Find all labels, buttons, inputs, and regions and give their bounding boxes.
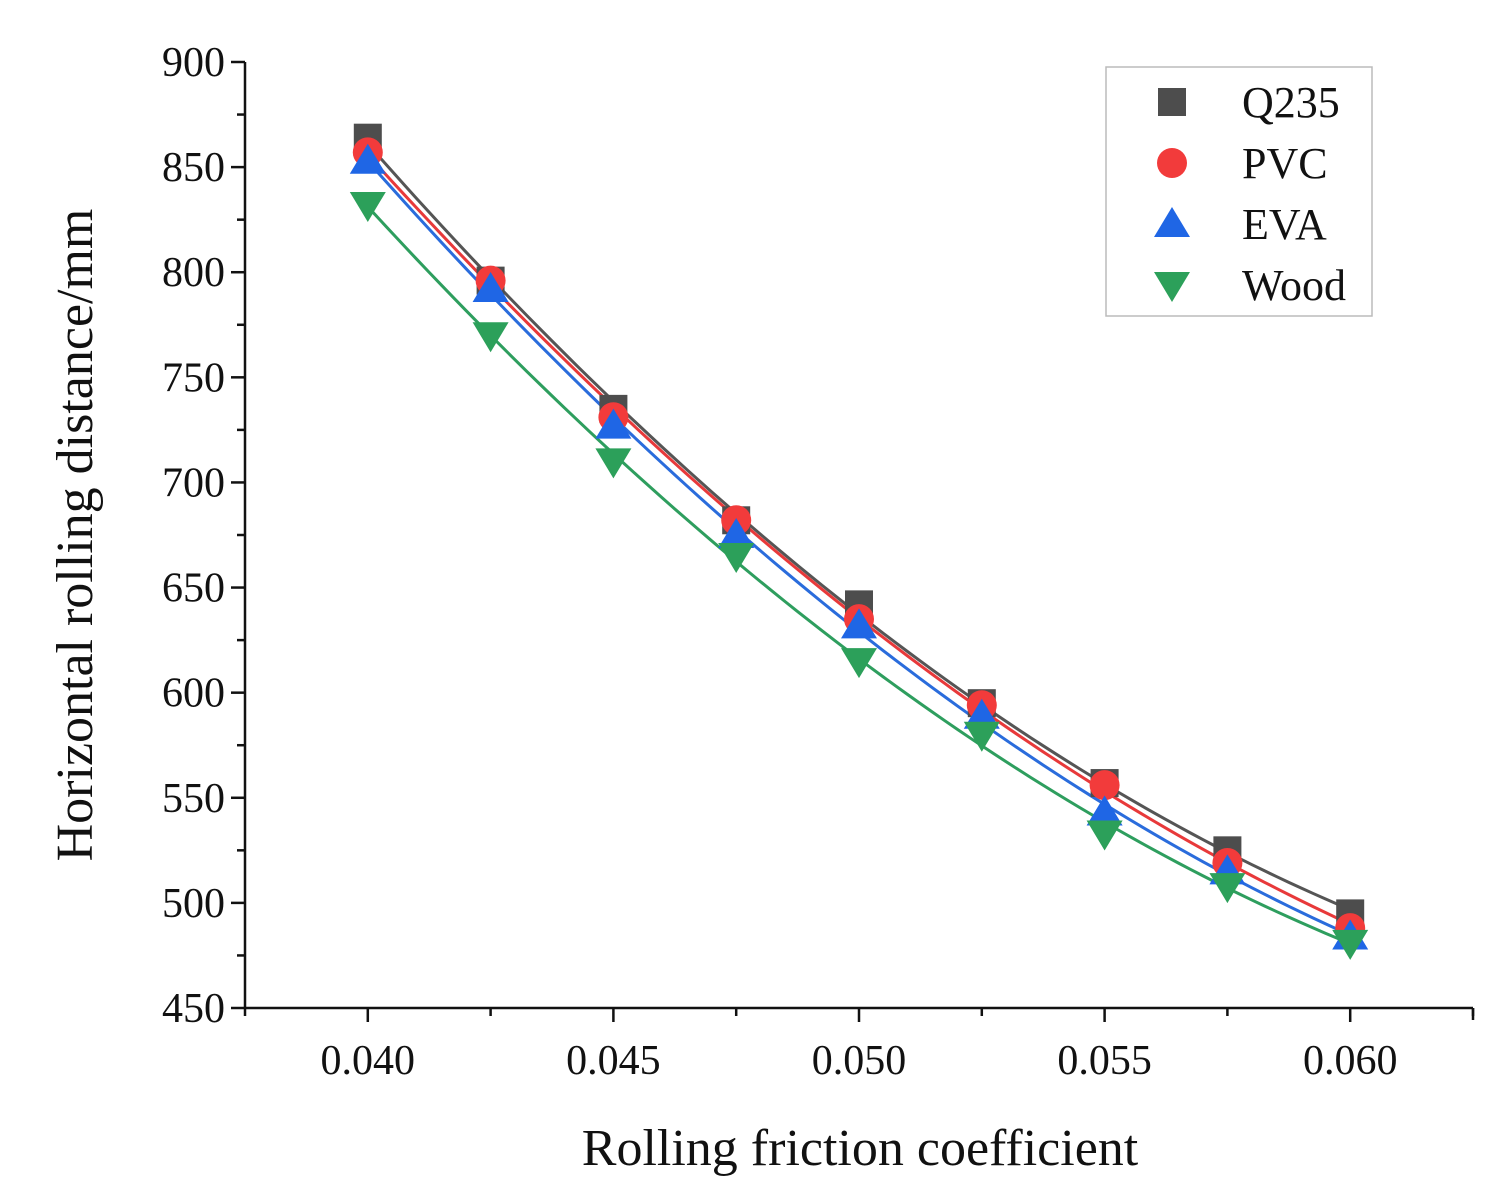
y-tick-label: 850 bbox=[162, 145, 225, 191]
legend-label-q235: Q235 bbox=[1242, 78, 1340, 127]
x-tick-label: 0.050 bbox=[812, 1038, 907, 1084]
legend: Q235 PVC EVA Wood bbox=[1105, 66, 1373, 317]
data-point-eva bbox=[718, 518, 755, 548]
data-point-wood bbox=[718, 543, 755, 574]
data-point-wood bbox=[963, 721, 1000, 752]
x-tick-label: 0.040 bbox=[321, 1038, 416, 1084]
y-tick-label: 450 bbox=[162, 986, 225, 1032]
data-point-wood bbox=[472, 322, 509, 353]
x-tick-label: 0.045 bbox=[566, 1038, 661, 1084]
y-tick-label: 700 bbox=[162, 460, 225, 506]
y-tick-label: 650 bbox=[162, 566, 225, 612]
y-tick-label: 600 bbox=[162, 671, 225, 717]
y-tick-label: 750 bbox=[162, 355, 225, 401]
data-point-wood bbox=[1332, 929, 1369, 960]
legend-label-wood: Wood bbox=[1242, 261, 1346, 310]
data-point-wood bbox=[1086, 820, 1123, 851]
y-tick-label: 500 bbox=[162, 881, 225, 927]
data-point-wood bbox=[349, 191, 386, 222]
data-point-eva bbox=[841, 608, 877, 639]
legend-marker-wood bbox=[1154, 272, 1190, 302]
data-point-eva bbox=[963, 698, 1000, 729]
data-point-eva bbox=[349, 143, 386, 174]
y-axis-title: Horizontal rolling distance/mm bbox=[47, 209, 104, 862]
legend-label-pvc: PVC bbox=[1242, 139, 1328, 188]
legend-marker-pvc bbox=[1157, 148, 1187, 178]
x-tick-label: 0.060 bbox=[1303, 1038, 1398, 1084]
data-point-pvc bbox=[1089, 770, 1120, 801]
data-point-eva bbox=[595, 408, 632, 439]
data-point-eva bbox=[1086, 795, 1123, 826]
data-point-wood bbox=[1209, 873, 1246, 904]
legend-marker-q235 bbox=[1158, 88, 1186, 116]
fit-curve-wood bbox=[366, 205, 1351, 945]
x-axis-title: Rolling friction coefficient bbox=[582, 1120, 1139, 1177]
legend-marker-eva bbox=[1154, 207, 1190, 237]
data-point-eva bbox=[472, 272, 509, 303]
y-tick-label: 900 bbox=[162, 40, 225, 86]
axes: 450 500 550 600 650 700 750 800 850 900 0.040 0.045… bbox=[162, 40, 1475, 1084]
data-point-wood bbox=[595, 448, 632, 479]
legend-box bbox=[1105, 66, 1373, 317]
y-tick-label: 550 bbox=[162, 776, 225, 822]
legend-label-eva: EVA bbox=[1242, 200, 1327, 249]
y-tick-label: 800 bbox=[162, 250, 225, 296]
x-tick-label: 0.055 bbox=[1057, 1038, 1152, 1084]
data-markers bbox=[349, 123, 1369, 960]
data-point-wood bbox=[841, 648, 877, 679]
